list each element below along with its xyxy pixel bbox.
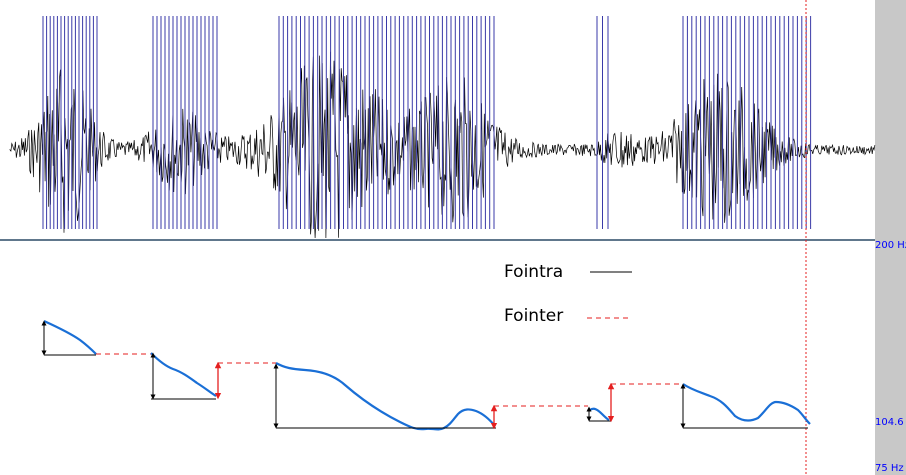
vertical-scrollbar[interactable] [875,0,906,475]
pitch-curve [682,383,811,425]
pitch-curve [43,319,97,355]
scale-label-mid: 104.6 Hz [875,417,906,428]
pitch-curve [589,407,610,421]
legend-inter-label: Fointer [504,306,564,326]
pitch-curve [275,362,496,431]
scale-label-top: 200 Hz [875,240,906,251]
pitch-contour-panel [41,319,811,431]
legend-intra-label: Fointra [504,262,564,282]
scale-label-bottom: 75 Hz [875,463,904,474]
pitch-marks [42,16,812,229]
pitch-curve [150,352,217,397]
